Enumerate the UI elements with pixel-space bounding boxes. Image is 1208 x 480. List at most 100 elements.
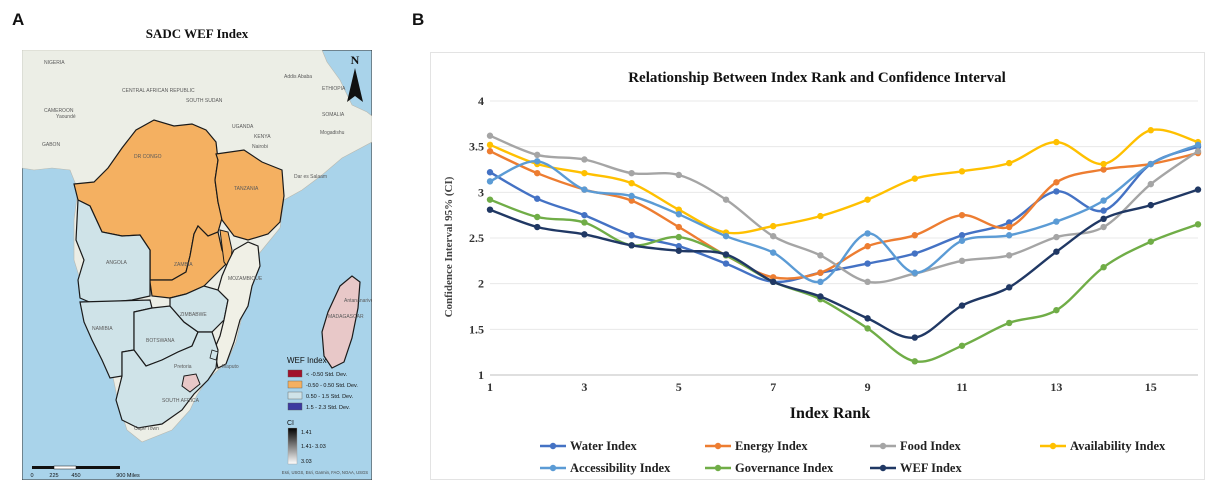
data-point-water-index xyxy=(486,169,494,176)
map-place-label: Pretoria xyxy=(174,364,192,370)
map-place-label: Nairobi xyxy=(252,144,268,150)
data-point-energy-index xyxy=(817,269,824,276)
data-point-availability-index xyxy=(675,206,682,213)
panel-letter-b: B xyxy=(412,10,425,29)
y-tick-label: 4 xyxy=(478,94,484,108)
data-point-water-index xyxy=(1006,219,1013,226)
legend-label: Water Index xyxy=(570,439,638,453)
map-place-label: UGANDA xyxy=(232,124,254,130)
map-attribution: Esri, USGS, Esri, Garmin, FAO, NOAA, USG… xyxy=(282,470,368,475)
data-point-energy-index xyxy=(628,197,635,204)
map-tanzania xyxy=(214,149,285,241)
data-point-energy-index xyxy=(534,169,541,177)
y-tick-label: 3 xyxy=(478,185,484,199)
north-arrow-icon: N xyxy=(347,53,363,102)
data-point-food-index xyxy=(675,171,682,179)
legend-marker-icon xyxy=(549,464,557,472)
legend-item-label: 1.5 - 2.3 Std. Dev. xyxy=(306,405,350,411)
series-line-governance-index xyxy=(489,198,1199,363)
series-water-index xyxy=(486,143,1202,286)
legend-swatch xyxy=(287,402,303,411)
data-point-wef-index xyxy=(722,251,730,258)
data-point-food-index xyxy=(486,132,494,139)
data-point-governance-index xyxy=(581,219,588,226)
legend-entry-availability-index: Availability Index xyxy=(1040,439,1166,453)
y-tick-label: 1.5 xyxy=(469,322,484,336)
data-point-accessibility-index xyxy=(1053,218,1060,225)
data-point-wef-index xyxy=(1100,215,1107,223)
map-place-label: ETHIOPIA xyxy=(322,86,346,92)
series-line-wef-index xyxy=(489,188,1199,339)
legend-swatch xyxy=(287,369,303,378)
data-point-wef-index xyxy=(958,302,966,309)
x-tick-label: 7 xyxy=(770,380,776,394)
x-tick-label: 3 xyxy=(581,380,587,394)
data-point-food-index xyxy=(864,278,871,286)
data-point-accessibility-index xyxy=(817,278,824,286)
data-point-wef-index xyxy=(770,278,777,286)
series-accessibility-index xyxy=(486,141,1202,286)
map-place-label: Maputo xyxy=(222,364,239,370)
legend-marker-icon xyxy=(549,442,557,450)
x-tick-label: 11 xyxy=(956,380,967,394)
y-axis-label: Confidence Interval 95% (CI) xyxy=(443,176,455,317)
data-point-water-index xyxy=(911,250,918,257)
data-point-availability-index xyxy=(581,169,588,177)
series-wef-index xyxy=(486,186,1202,341)
legend-item-label: < -0.50 Std. Dev. xyxy=(306,372,347,378)
map-south-africa xyxy=(115,331,219,429)
map-place-label: Yaoundé xyxy=(56,114,76,120)
series-line-energy-index xyxy=(489,150,1199,280)
data-point-water-index xyxy=(628,232,635,239)
y-tick-label: 2.5 xyxy=(469,231,484,245)
data-point-energy-index xyxy=(958,211,966,219)
map-place-label: NAMIBIA xyxy=(92,326,113,332)
data-point-water-index xyxy=(958,232,966,239)
data-point-availability-index xyxy=(486,141,494,149)
data-point-wef-index xyxy=(675,247,682,254)
panel-letter-a: A xyxy=(12,10,25,29)
map-place-label: Cape Town xyxy=(134,426,159,432)
scale-label-450: 450 xyxy=(71,473,80,479)
legend-label: Accessibility Index xyxy=(570,461,671,475)
data-point-governance-index xyxy=(486,196,494,203)
series-line-accessibility-index xyxy=(489,143,1199,284)
data-point-accessibility-index xyxy=(722,232,730,240)
series-line-food-index xyxy=(489,134,1199,284)
data-point-energy-index xyxy=(864,243,871,250)
map-place-label: SOUTH AFRICA xyxy=(162,398,200,404)
data-point-food-index xyxy=(722,196,730,203)
map-place-label: ZAMBIA xyxy=(174,262,193,268)
legend-item-label: -0.50 - 0.50 Std. Dev. xyxy=(306,383,358,389)
ci-label-high: 3.03 xyxy=(301,459,312,465)
data-point-energy-index xyxy=(486,148,494,155)
ci-label-mid: 1.41- 3.03 xyxy=(301,444,326,450)
north-arrow-label: N xyxy=(351,53,360,67)
data-point-governance-index xyxy=(1100,264,1107,271)
scale-label-225: 225 xyxy=(49,473,58,479)
legend-label: Availability Index xyxy=(1070,439,1166,453)
data-point-accessibility-index xyxy=(581,186,588,193)
ci-gradient-bar xyxy=(287,427,298,465)
data-point-food-index xyxy=(1147,180,1154,188)
data-point-water-index xyxy=(1053,188,1060,195)
data-point-accessibility-index xyxy=(1100,197,1107,204)
legend-label: WEF Index xyxy=(900,461,962,475)
legend-item-label: 0.50 - 1.5 Std. Dev. xyxy=(306,394,353,400)
legend-swatch xyxy=(287,391,303,400)
legend-swatch xyxy=(287,380,303,389)
data-point-energy-index xyxy=(911,232,918,239)
x-tick-label: 5 xyxy=(676,380,682,394)
data-point-governance-index xyxy=(1147,238,1154,245)
data-point-availability-index xyxy=(628,180,635,187)
map-place-label: TANZANIA xyxy=(234,186,259,192)
data-point-water-index xyxy=(675,243,682,250)
data-point-energy-index xyxy=(675,223,682,231)
data-point-governance-index xyxy=(911,358,918,365)
map-mozambique xyxy=(213,241,261,369)
data-point-water-index xyxy=(581,211,588,219)
data-point-energy-index xyxy=(1006,223,1013,231)
map-place-label: Dar es Salaam xyxy=(294,174,327,180)
legend-entry-energy-index: Energy Index xyxy=(705,439,808,453)
data-point-food-index xyxy=(817,252,824,259)
